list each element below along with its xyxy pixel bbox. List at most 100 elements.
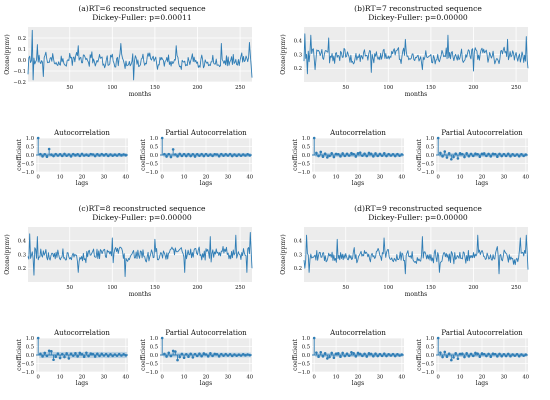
stem-marker <box>174 153 177 156</box>
stem-marker <box>502 152 506 156</box>
stem-marker <box>352 352 355 355</box>
stem-marker <box>471 154 475 158</box>
stem-marker <box>113 153 117 156</box>
y-axis-label: coefficient <box>16 339 23 371</box>
stem-marker <box>458 352 462 356</box>
stem-marker <box>509 154 512 158</box>
y-tick-label: −1.0 <box>21 170 34 176</box>
stem-marker <box>441 355 444 359</box>
y-tick-label: 0.5 <box>26 344 34 350</box>
stem-marker <box>334 352 338 355</box>
x-tick-label: 10 <box>457 175 464 181</box>
y-tick-label: −0.5 <box>145 161 158 167</box>
stem-marker <box>323 352 327 355</box>
stem-marker <box>491 352 495 355</box>
stem-marker <box>167 152 171 156</box>
stem-marker <box>76 153 79 156</box>
stem-marker <box>60 352 64 356</box>
stem-marker <box>36 336 40 340</box>
y-tick-label: −1.0 <box>297 370 310 376</box>
stem-marker <box>189 154 192 158</box>
stem-marker <box>43 153 47 156</box>
stem-marker <box>80 353 84 356</box>
y-axis-label: coefficient <box>292 339 299 371</box>
stem-marker <box>58 356 62 360</box>
stem-marker <box>489 155 493 158</box>
stem-marker <box>52 358 55 362</box>
stem-marker <box>244 154 247 157</box>
stem-marker <box>171 148 175 151</box>
stem-marker <box>176 155 179 158</box>
chart-title: (a)RT=6 reconstructed sequence <box>78 4 206 13</box>
pacf-title: Partial Autocorrelation <box>441 129 523 137</box>
x-axis-label: months <box>129 91 152 98</box>
stem-marker <box>163 352 166 356</box>
x-axis-label: lags <box>352 380 364 387</box>
stem-marker <box>195 354 199 358</box>
stem-marker <box>474 351 477 355</box>
stem-marker <box>460 352 464 355</box>
stem-marker <box>122 353 125 356</box>
x-tick-label: 50 <box>342 85 349 91</box>
stem-marker <box>191 153 195 156</box>
stem-marker <box>467 355 471 358</box>
stem-marker <box>517 354 521 358</box>
stem-marker <box>456 157 460 160</box>
stem-marker <box>100 352 104 356</box>
y-tick-label: −0.5 <box>297 161 310 167</box>
stem-marker <box>524 353 528 356</box>
stem-marker <box>230 354 234 358</box>
stem-marker <box>124 354 128 357</box>
stem-marker <box>39 152 42 156</box>
stem-marker <box>396 152 399 156</box>
stem-marker <box>522 354 525 357</box>
x-tick-label: 0 <box>437 175 440 181</box>
stem-marker <box>456 357 460 361</box>
stem-marker <box>356 152 360 155</box>
stem-marker <box>47 349 51 353</box>
stem-marker <box>520 353 523 356</box>
x-tick-label: 250 <box>511 85 521 91</box>
y-tick-label: 0.0 <box>302 353 310 359</box>
x-axis-label: lags <box>476 380 488 387</box>
stem-marker <box>347 154 351 157</box>
stem-marker <box>54 152 58 156</box>
stem-marker <box>176 358 179 362</box>
y-tick-label: 0.4 <box>294 239 303 245</box>
stem-marker <box>96 153 99 156</box>
y-tick-label: −0.5 <box>21 161 34 167</box>
stem-marker <box>222 154 225 157</box>
stem-marker <box>165 155 168 158</box>
stem-marker <box>369 152 373 156</box>
stem-marker <box>500 354 504 358</box>
stem-marker <box>43 351 47 355</box>
stem-marker <box>82 355 86 359</box>
acf-title: Autocorrelation <box>53 129 110 137</box>
stem-marker <box>482 352 486 356</box>
x-tick-label: 40 <box>247 375 254 381</box>
stem-marker <box>491 152 495 156</box>
x-tick-label: 50 <box>66 85 73 91</box>
stem-marker <box>312 336 316 340</box>
stem-marker <box>120 154 123 157</box>
stem-marker <box>198 352 201 355</box>
y-tick-label: 0.5 <box>426 344 434 350</box>
stem-marker <box>443 350 447 354</box>
stem-marker <box>439 151 442 155</box>
stem-marker <box>230 154 234 158</box>
chart-subtitle: Dickey-Fuller: p=0.00011 <box>92 13 191 22</box>
y-tick-label: −0.5 <box>21 361 34 367</box>
y-tick-label: −0.5 <box>145 361 158 367</box>
series-line <box>303 234 529 275</box>
y-tick-label: 0.5 <box>150 344 158 350</box>
stem-marker <box>496 155 499 158</box>
x-tick-label: 250 <box>235 285 245 291</box>
y-tick-label: 0.0 <box>302 153 310 159</box>
y-tick-label: 1.0 <box>150 136 158 142</box>
stem-marker <box>380 154 384 157</box>
stem-marker <box>391 352 395 356</box>
y-tick-label: 0.5 <box>150 144 158 150</box>
stem-marker <box>98 154 101 157</box>
x-tick-label: 100 <box>107 285 117 291</box>
y-tick-label: 0.0 <box>26 353 34 359</box>
